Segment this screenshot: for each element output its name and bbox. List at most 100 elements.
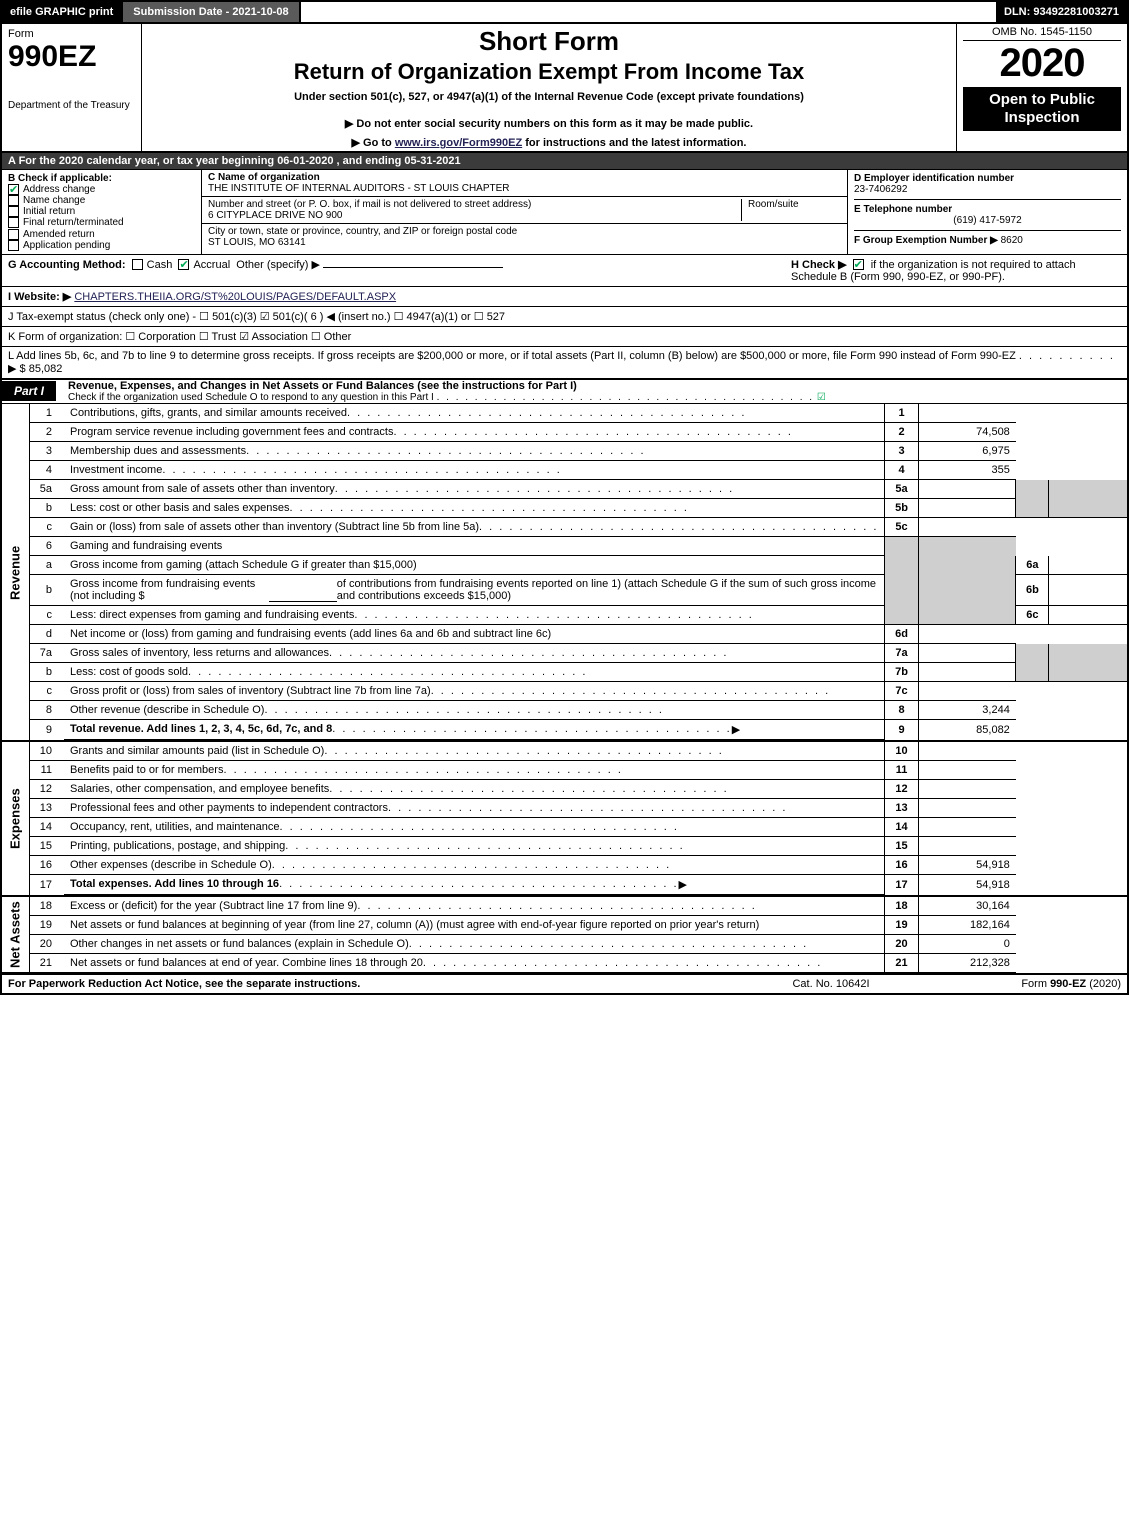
c-label: C Name of organization — [208, 172, 320, 183]
grey-cell — [885, 537, 918, 625]
line-num: d — [30, 625, 65, 644]
header-left: Form 990EZ Department of the Treasury — [2, 24, 142, 151]
g-h-row: G Accounting Method: Cash Accrual Other … — [0, 255, 1129, 287]
line-4: 4 Investment income 4 355 — [1, 461, 1128, 480]
line-rnum: 17 — [885, 875, 918, 896]
chk-accrual[interactable] — [178, 259, 189, 270]
revenue-side-label: Revenue — [1, 404, 30, 741]
footer-form: 990-EZ — [1050, 978, 1086, 990]
expenses-side-label: Expenses — [1, 741, 30, 896]
line-num: 2 — [30, 423, 65, 442]
dots — [329, 783, 728, 795]
line-num: 9 — [30, 720, 65, 741]
grey-cell — [1049, 480, 1128, 518]
k-form-of-org-row: K Form of organization: ☐ Corporation ☐ … — [0, 327, 1129, 347]
dots — [357, 900, 756, 912]
checkbox-icon — [8, 229, 19, 240]
line-label: Other changes in net assets or fund bala… — [70, 938, 409, 950]
line-value: 355 — [918, 461, 1016, 480]
line-label: Membership dues and assessments — [70, 445, 246, 457]
part-1-checkbox[interactable]: ☑ — [817, 392, 826, 403]
line-value — [918, 761, 1016, 780]
line-label-pre: Gross income from fundraising events (no… — [70, 578, 269, 602]
chk-h-schedule-b[interactable] — [853, 259, 864, 270]
e-label: E Telephone number — [854, 204, 952, 215]
line-value — [918, 741, 1016, 761]
line-value: 182,164 — [918, 916, 1016, 935]
line-rnum: 9 — [885, 720, 918, 741]
form-number: 990EZ — [8, 42, 135, 72]
line-label: Occupancy, rent, utilities, and maintena… — [70, 821, 280, 833]
f-label: F Group Exemption Number ▶ — [854, 235, 998, 246]
chk-cash[interactable] — [132, 259, 143, 270]
line-num: 1 — [30, 404, 65, 423]
line-value — [918, 682, 1016, 701]
cash-label: Cash — [147, 259, 173, 271]
line-rnum: 12 — [885, 780, 918, 799]
grey-cell — [918, 537, 1016, 625]
line-value — [918, 780, 1016, 799]
line-rnum: 1 — [885, 404, 918, 423]
inner-value — [918, 499, 1016, 518]
goto-pre: ▶ Go to — [352, 137, 395, 149]
line-5a: 5a Gross amount from sale of assets othe… — [1, 480, 1128, 499]
line-6d: d Net income or (loss) from gaming and f… — [1, 625, 1128, 644]
chk-application-pending[interactable]: Application pending — [8, 240, 195, 251]
fundraising-amount-input[interactable] — [269, 578, 337, 602]
dots — [280, 821, 679, 833]
page-footer: For Paperwork Reduction Act Notice, see … — [0, 973, 1129, 995]
line-3: 3 Membership dues and assessments 3 6,97… — [1, 442, 1128, 461]
line-label: Gross sales of inventory, less returns a… — [70, 647, 329, 659]
dots — [290, 502, 689, 514]
footer-post: (2020) — [1086, 978, 1121, 990]
i-label: I Website: ▶ — [8, 291, 71, 303]
irs-link[interactable]: www.irs.gov/Form990EZ — [395, 137, 522, 149]
line-label: Benefits paid to or for members — [70, 764, 223, 776]
line-8: 8 Other revenue (describe in Schedule O)… — [1, 701, 1128, 720]
c-street-value: 6 CITYPLACE DRIVE NO 900 — [208, 210, 343, 221]
line-rnum: 3 — [885, 442, 918, 461]
line-5b: b Less: cost or other basis and sales ex… — [1, 499, 1128, 518]
b-checkboxes: B Check if applicable: Address change Na… — [2, 170, 202, 254]
dept-treasury: Department of the Treasury — [8, 100, 135, 111]
line-11: 11 Benefits paid to or for members 11 — [1, 761, 1128, 780]
inner-num: 5a — [885, 480, 918, 499]
chk-address-change[interactable]: Address change — [8, 184, 195, 195]
line-num: b — [30, 499, 65, 518]
line-rnum: 15 — [885, 837, 918, 856]
line-num: 21 — [30, 954, 65, 973]
line-value — [918, 625, 1016, 644]
line-num: c — [30, 606, 65, 625]
line-value: 212,328 — [918, 954, 1016, 973]
website-link[interactable]: CHAPTERS.THEIIA.ORG/ST%20LOUIS/PAGES/DEF… — [74, 291, 396, 303]
under-section: Under section 501(c), 527, or 4947(a)(1)… — [152, 91, 946, 103]
chk-amended-return[interactable]: Amended return — [8, 229, 195, 240]
footer-pre: Form — [1021, 978, 1050, 990]
return-title: Return of Organization Exempt From Incom… — [152, 59, 946, 85]
line-rnum: 7c — [885, 682, 918, 701]
line-label: Grants and similar amounts paid (list in… — [70, 745, 324, 757]
line-label: Investment income — [70, 464, 162, 476]
header-right: OMB No. 1545-1150 2020 Open to Public In… — [957, 24, 1127, 151]
other-specify-input[interactable] — [323, 267, 503, 268]
inner-value — [918, 480, 1016, 499]
form-word: Form — [8, 28, 135, 40]
line-16: 16 Other expenses (describe in Schedule … — [1, 856, 1128, 875]
chk-name-change[interactable]: Name change — [8, 195, 195, 206]
line-7b: b Less: cost of goods sold 7b — [1, 663, 1128, 682]
line-label: Gaming and fundraising events — [64, 537, 884, 556]
line-13: 13 Professional fees and other payments … — [1, 799, 1128, 818]
line-num: 16 — [30, 856, 65, 875]
line-value: 3,244 — [918, 701, 1016, 720]
form-header: Form 990EZ Department of the Treasury Sh… — [0, 24, 1129, 153]
dots — [393, 426, 792, 438]
line-20: 20 Other changes in net assets or fund b… — [1, 935, 1128, 954]
line-rnum: 11 — [885, 761, 918, 780]
chk-initial-return[interactable]: Initial return — [8, 206, 195, 217]
line-label-mid: of contributions from fundraising events… — [337, 578, 879, 602]
inner-num: 5b — [885, 499, 918, 518]
topbar-spacer — [301, 2, 996, 22]
chk-final-return[interactable]: Final return/terminated — [8, 217, 195, 228]
line-value: 30,164 — [918, 896, 1016, 916]
line-label: Gain or (loss) from sale of assets other… — [70, 521, 479, 533]
